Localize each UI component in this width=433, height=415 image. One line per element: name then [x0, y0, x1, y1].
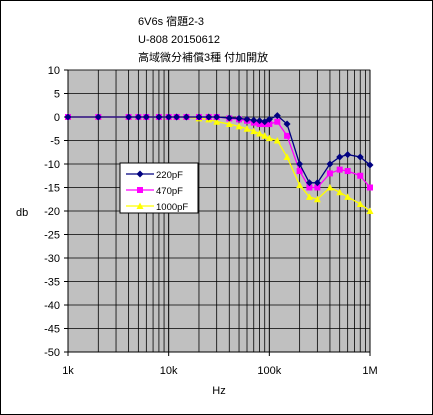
data-point-220pF [134, 113, 142, 121]
data-point-1000pF [344, 193, 352, 200]
data-point-220pF [273, 112, 281, 120]
data-point-1000pF [336, 188, 344, 196]
data-point-220pF [250, 116, 258, 124]
data-point-1000pF [366, 207, 374, 214]
y-tick-label: -10 [44, 159, 60, 171]
y-tick-label: -45 [44, 324, 60, 336]
data-point-220pF [195, 113, 203, 121]
y-tick-label: -5 [50, 136, 60, 148]
data-point-1000pF [326, 184, 334, 191]
x-tick-label: 1k [62, 365, 74, 377]
data-point-470pF [357, 172, 364, 179]
data-point-1000pF [225, 120, 233, 128]
data-point-470pF [284, 132, 291, 139]
data-point-220pF [313, 179, 321, 187]
data-point-1000pF [213, 118, 221, 125]
y-tick-label: -15 [44, 183, 60, 195]
data-point-220pF [94, 113, 102, 121]
y-tick-label: 10 [48, 65, 60, 77]
data-point-220pF [142, 113, 150, 121]
data-point-1000pF [256, 129, 264, 137]
series-220pF [64, 112, 374, 187]
data-point-1000pF [273, 137, 281, 144]
data-point-220pF [296, 160, 304, 168]
legend-label: 470pF [156, 186, 183, 197]
data-point-1000pF [243, 125, 251, 132]
legend-item-470pF: 470pF [126, 186, 183, 197]
data-point-1000pF [235, 122, 243, 130]
x-tick-label: 1M [362, 365, 377, 377]
data-point-1000pF [296, 181, 304, 189]
data-point-470pF [367, 184, 373, 191]
y-tick-label: -50 [44, 347, 60, 359]
y-tick-label: 5 [54, 89, 60, 101]
data-point-470pF [296, 168, 303, 175]
data-point-1000pF [265, 134, 273, 142]
data-point-220pF [155, 113, 163, 121]
legend-items: 220pF 470pF 1000pF [126, 170, 188, 213]
data-point-220pF [256, 117, 264, 125]
data-point-220pF [173, 113, 181, 121]
y-tick-label: -30 [44, 253, 60, 265]
data-point-220pF [265, 115, 273, 123]
data-point-470pF [274, 118, 281, 125]
data-point-220pF [305, 179, 313, 187]
data-point-1000pF [356, 200, 364, 207]
data-point-1000pF [305, 193, 313, 200]
data-point-220pF [235, 114, 243, 122]
data-point-220pF [182, 113, 190, 121]
data-point-1000pF [250, 127, 258, 135]
y-tick-label: -40 [44, 300, 60, 312]
y-tick-label: -35 [44, 277, 60, 289]
data-point-220pF [165, 113, 173, 121]
x-axis-label: Hz [212, 385, 225, 397]
chart-title-line-1: 6V6s 宿題2-3 [138, 14, 204, 28]
data-point-220pF [336, 153, 344, 161]
legend-marker [136, 202, 144, 209]
y-tick-label: -20 [44, 206, 60, 218]
data-point-220pF [125, 113, 133, 121]
x-tick-label: 10k [160, 365, 178, 377]
legend-item-1000pF: 1000pF [126, 202, 188, 213]
legend-label: 1000pF [156, 202, 188, 213]
data-point-220pF [366, 161, 374, 169]
y-axis-label: db [16, 207, 28, 219]
data-point-220pF [283, 120, 291, 128]
legend-marker [136, 170, 144, 178]
data-point-1000pF [283, 153, 291, 160]
chart-title-line-2: U-808 20150612 [138, 34, 220, 46]
data-point-220pF [205, 113, 213, 121]
data-point-1000pF [313, 195, 321, 203]
legend-marker [137, 187, 143, 193]
data-point-220pF [213, 113, 221, 121]
data-point-470pF [326, 170, 333, 177]
legend-label: 220pF [156, 170, 183, 181]
series-layer [64, 112, 374, 214]
data-point-220pF [225, 114, 233, 122]
y-tick-label: -25 [44, 230, 60, 242]
data-point-470pF [344, 168, 351, 175]
chart-title-line-3: 高域微分補償3種 付加開放 [138, 50, 268, 64]
data-point-470pF [266, 121, 273, 128]
legend-box [119, 162, 199, 214]
y-tick-label: 0 [54, 112, 60, 124]
data-point-1000pF [261, 132, 269, 139]
data-point-470pF [336, 166, 343, 173]
data-point-470pF [314, 184, 321, 191]
data-point-220pF [64, 113, 72, 121]
x-tick-label: 100k [257, 365, 281, 377]
data-point-220pF [344, 151, 352, 159]
legend-item-220pF: 220pF [126, 170, 183, 181]
data-point-220pF [326, 160, 334, 168]
data-point-220pF [356, 153, 364, 161]
data-point-470pF [306, 184, 313, 191]
data-point-220pF [243, 115, 251, 123]
legend: 220pF 470pF 1000pF [119, 162, 199, 214]
